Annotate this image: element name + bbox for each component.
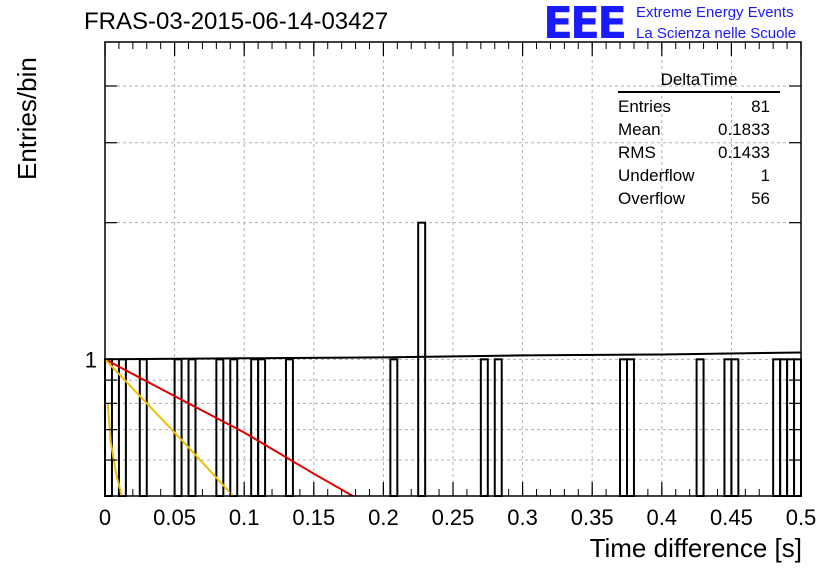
stat-label: Underflow [618, 166, 695, 185]
fit-curves [104, 351, 802, 497]
stat-row-mean: Mean 0.1833 [612, 118, 780, 141]
stat-label: Overflow [618, 189, 686, 208]
stat-row-underflow: Underflow 1 [612, 164, 780, 187]
stat-value: 81 [751, 97, 770, 116]
stat-value: 0.1433 [718, 143, 770, 162]
x-tick-label: 0.5 [786, 505, 817, 530]
stat-value: 0.1833 [718, 120, 770, 139]
stats-title: DeltaTime [618, 70, 780, 93]
fit-curve [104, 358, 354, 497]
y-tick-label: 1 [85, 347, 97, 372]
tick-labels: 0 0.05 0.1 0.15 0.2 0.25 0.3 0.35 0.4 0.45 0.5 1 [85, 347, 817, 530]
eee-logo-line1: Extreme Energy Events [636, 4, 794, 21]
stat-label: Entries [618, 97, 671, 116]
fit-curve [104, 351, 802, 361]
x-tick-label: 0.3 [507, 505, 538, 530]
x-tick-label: 0.1 [229, 505, 260, 530]
axes [104, 41, 802, 497]
fit-curve [104, 358, 234, 497]
stat-label: RMS [618, 143, 656, 162]
stat-value: 1 [760, 166, 770, 185]
eee-logo: EEE [543, 0, 627, 49]
x-tick-label: 0.4 [647, 505, 678, 530]
stat-row-rms: RMS 0.1433 [612, 141, 780, 164]
eee-logo-line2: La Scienza nelle Scuole [636, 25, 797, 42]
x-tick-label: 0.25 [432, 505, 475, 530]
stat-label: Mean [618, 120, 661, 139]
x-tick-label: 0.05 [153, 505, 196, 530]
x-tick-label: 0.15 [292, 505, 335, 530]
x-axis-title: Time difference [s] [589, 533, 802, 563]
x-tick-label: 0.35 [571, 505, 614, 530]
x-tick-label: 0 [99, 505, 111, 530]
stat-value: 56 [751, 189, 770, 208]
x-tick-label: 0.2 [368, 505, 399, 530]
stat-row-overflow: Overflow 56 [612, 187, 780, 210]
fit-curve [106, 403, 123, 497]
stats-box: DeltaTime Entries 81 Mean 0.1833 RMS 0.1… [612, 70, 780, 210]
x-tick-label: 0.45 [710, 505, 753, 530]
run-title: FRAS-03-2015-06-14-03427 [84, 8, 389, 35]
stat-row-entries: Entries 81 [612, 95, 780, 118]
